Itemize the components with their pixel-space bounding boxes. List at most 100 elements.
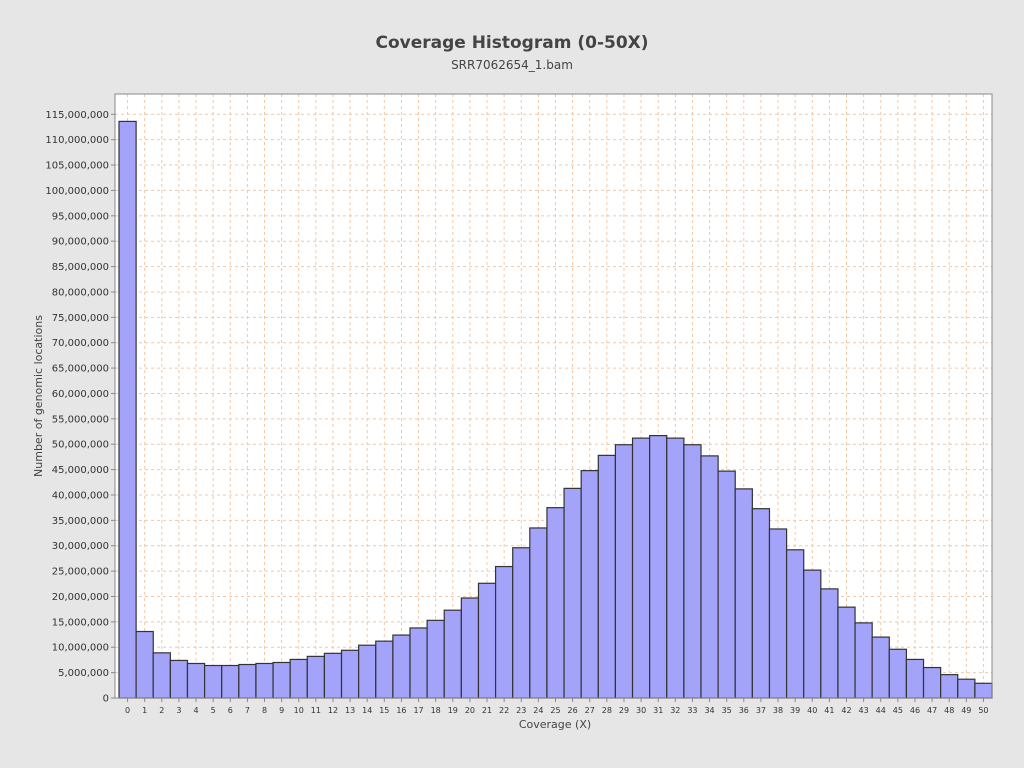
y-tick-label: 65,000,000	[52, 364, 109, 375]
x-tick-label: 19	[448, 706, 458, 715]
y-tick-label: 40,000,000	[52, 490, 109, 501]
x-tick-label: 23	[516, 706, 526, 715]
y-tick-label: 45,000,000	[52, 465, 109, 476]
histogram-bar	[922, 666, 942, 699]
histogram-bar	[940, 674, 959, 699]
x-tick-label: 17	[413, 706, 423, 715]
x-tick-label: 1	[142, 706, 147, 715]
x-axis-label: Coverage (X)	[519, 718, 591, 731]
histogram-bar	[529, 527, 548, 699]
x-tick-label: 8	[262, 706, 267, 715]
histogram-bar	[854, 622, 873, 699]
x-tick-label: 3	[176, 706, 181, 715]
x-tick-label: 21	[482, 706, 492, 715]
y-tick-label: 5,000,000	[58, 668, 109, 679]
y-tick-label: 70,000,000	[52, 338, 109, 349]
histogram-bar	[392, 634, 411, 699]
x-tick-label: 31	[653, 706, 663, 715]
y-tick-label: 50,000,000	[52, 440, 109, 451]
histogram-bar	[512, 547, 531, 699]
histogram-bar	[289, 658, 308, 699]
histogram-bar	[820, 588, 839, 699]
histogram-bar	[888, 648, 908, 699]
x-tick-label: 9	[279, 706, 284, 715]
histogram-bar	[837, 606, 856, 699]
histogram-bar	[563, 487, 582, 699]
x-tick-label: 40	[807, 706, 817, 715]
x-tick-label: 45	[893, 706, 903, 715]
y-tick-label: 90,000,000	[52, 237, 109, 248]
histogram-bar	[785, 549, 805, 699]
x-tick-label: 33	[687, 706, 697, 715]
y-tick-label: 60,000,000	[52, 389, 109, 400]
histogram-bar	[460, 597, 480, 699]
x-tick-label: 30	[636, 706, 646, 715]
x-tick-label: 22	[499, 706, 509, 715]
y-tick-label: 10,000,000	[52, 643, 109, 654]
y-tick-label: 15,000,000	[52, 617, 109, 628]
histogram-bar	[152, 652, 171, 699]
x-tick-label: 29	[619, 706, 629, 715]
x-tick-label: 26	[568, 706, 578, 715]
histogram-bar	[957, 678, 976, 699]
x-tick-label: 41	[824, 706, 834, 715]
histogram-bar	[683, 444, 702, 699]
histogram-bar	[614, 444, 634, 699]
x-tick-label: 37	[756, 706, 766, 715]
histogram-bar	[546, 507, 565, 699]
x-tick-label: 14	[362, 706, 372, 715]
x-tick-label: 35	[722, 706, 732, 715]
y-tick-label: 110,000,000	[45, 135, 109, 146]
x-tick-label: 34	[704, 706, 714, 715]
histogram-bar	[375, 640, 394, 699]
plot-border	[114, 93, 993, 699]
x-tick-label: 18	[431, 706, 441, 715]
x-tick-label: 13	[345, 706, 355, 715]
y-tick-label: 115,000,000	[45, 110, 109, 121]
y-tick-label: 0	[103, 694, 109, 705]
x-tick-label: 15	[379, 706, 389, 715]
x-axis-ticks: 0 1 2 3 4 5 6 7 8 9 10 11 12 13 14 15 16 17 18 19 20 21 22 23 24…	[125, 698, 989, 715]
x-tick-label: 20	[465, 706, 475, 715]
chart-title: Coverage Histogram (0-50X)	[375, 33, 648, 53]
x-tick-label: 50	[978, 706, 988, 715]
histogram-bar	[409, 627, 428, 699]
y-tick-label: 75,000,000	[52, 313, 109, 324]
x-tick-label: 42	[841, 706, 851, 715]
x-tick-label: 49	[961, 706, 971, 715]
histogram-bar	[700, 455, 719, 699]
x-tick-label: 32	[670, 706, 680, 715]
histogram-bar	[169, 659, 189, 699]
y-tick-label: 85,000,000	[52, 262, 109, 273]
x-tick-label: 10	[294, 706, 304, 715]
histogram-bar	[118, 120, 137, 699]
histogram-bar	[494, 565, 514, 699]
x-tick-label: 28	[602, 706, 612, 715]
x-tick-label: 5	[211, 706, 216, 715]
y-tick-label: 35,000,000	[52, 516, 109, 527]
x-tick-label: 44	[876, 706, 886, 715]
y-tick-label: 80,000,000	[52, 287, 109, 298]
histogram-bar	[803, 569, 822, 699]
histogram-bar	[272, 661, 291, 699]
histogram-bar	[255, 662, 274, 699]
y-tick-label: 30,000,000	[52, 541, 109, 552]
histogram-bar	[238, 663, 257, 699]
histogram-bar	[186, 662, 206, 699]
histogram-bar	[135, 630, 154, 699]
x-tick-label: 6	[228, 706, 233, 715]
y-axis-ticks: 0 5,000,000 10,000,000 15,000,000 20,000,000…	[45, 110, 115, 705]
x-tick-label: 7	[245, 706, 250, 715]
x-tick-label: 2	[159, 706, 164, 715]
histogram-bar	[221, 664, 240, 699]
histogram-bar	[477, 582, 497, 699]
x-tick-label: 39	[790, 706, 800, 715]
y-tick-label: 20,000,000	[52, 592, 109, 603]
histogram-bar	[751, 508, 771, 699]
histogram-bar	[203, 664, 223, 699]
x-tick-label: 4	[193, 706, 198, 715]
x-tick-label: 43	[859, 706, 869, 715]
histogram-bar	[666, 437, 685, 699]
histogram-bar	[768, 528, 788, 699]
